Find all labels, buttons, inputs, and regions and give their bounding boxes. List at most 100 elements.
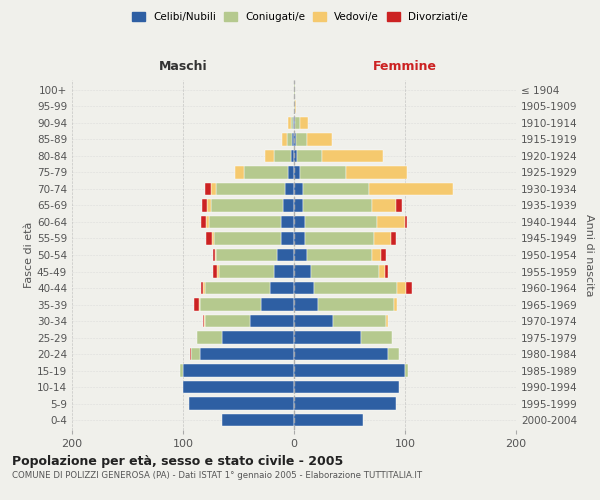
Bar (397, 282, 406, 294)
Bar (265, 150, 274, 162)
Bar (405, 364, 409, 377)
Bar (222, 414, 294, 426)
Bar (292, 133, 294, 145)
Bar (183, 381, 294, 394)
Bar (290, 116, 293, 129)
Bar (372, 249, 380, 261)
Bar (205, 183, 211, 195)
Bar (295, 116, 299, 129)
Bar (370, 183, 453, 195)
Bar (406, 282, 412, 294)
Bar (281, 232, 294, 244)
Bar (294, 398, 396, 410)
Bar (197, 332, 222, 344)
Bar (294, 414, 363, 426)
Bar (217, 249, 277, 261)
Bar (200, 348, 294, 360)
Bar (303, 200, 372, 211)
Bar (281, 216, 294, 228)
Bar (372, 200, 396, 211)
Text: Popolazione per età, sesso e stato civile - 2005: Popolazione per età, sesso e stato civil… (12, 455, 343, 468)
Bar (296, 133, 307, 145)
Bar (206, 216, 209, 228)
Bar (205, 315, 250, 327)
Bar (361, 332, 392, 344)
Bar (282, 133, 287, 145)
Bar (183, 364, 294, 377)
Bar (211, 183, 217, 195)
Y-axis label: Anni di nascita: Anni di nascita (584, 214, 594, 296)
Bar (294, 315, 333, 327)
Bar (346, 166, 407, 178)
Bar (379, 266, 385, 278)
Bar (274, 266, 294, 278)
Bar (314, 282, 397, 294)
Bar (204, 315, 205, 327)
Bar (307, 133, 332, 145)
Bar (208, 200, 211, 211)
Bar (388, 348, 400, 360)
Bar (188, 398, 294, 410)
Bar (201, 282, 203, 294)
Bar (235, 166, 244, 178)
Bar (206, 232, 212, 244)
Bar (396, 200, 401, 211)
Bar (294, 133, 296, 145)
Bar (299, 166, 346, 178)
Bar (391, 232, 396, 244)
Bar (294, 84, 295, 96)
Bar (203, 282, 205, 294)
Bar (217, 183, 285, 195)
Bar (305, 216, 377, 228)
Bar (298, 150, 322, 162)
Bar (294, 332, 361, 344)
Bar (191, 348, 200, 360)
Bar (285, 183, 294, 195)
Bar (294, 249, 307, 261)
Bar (293, 116, 294, 129)
Bar (287, 133, 292, 145)
Bar (294, 116, 295, 129)
Bar (202, 200, 208, 211)
Bar (269, 282, 294, 294)
Bar (260, 298, 294, 310)
Bar (294, 266, 311, 278)
Bar (311, 266, 379, 278)
Bar (385, 266, 388, 278)
Bar (213, 266, 217, 278)
Bar (294, 381, 400, 394)
Bar (213, 249, 215, 261)
Bar (211, 200, 283, 211)
Bar (294, 348, 388, 360)
Text: Maschi: Maschi (158, 60, 208, 72)
Bar (179, 364, 183, 377)
Bar (289, 166, 294, 178)
Bar (294, 232, 305, 244)
Bar (190, 348, 191, 360)
Bar (405, 216, 407, 228)
Bar (209, 216, 281, 228)
Bar (222, 332, 294, 344)
Bar (294, 282, 314, 294)
Text: Femmine: Femmine (373, 60, 437, 72)
Bar (322, 150, 383, 162)
Bar (380, 249, 386, 261)
Bar (294, 364, 405, 377)
Bar (217, 266, 218, 278)
Bar (294, 200, 303, 211)
Bar (386, 315, 388, 327)
Bar (214, 232, 281, 244)
Bar (244, 166, 289, 178)
Bar (290, 150, 294, 162)
Bar (305, 232, 374, 244)
Bar (294, 100, 295, 112)
Bar (283, 200, 294, 211)
Bar (299, 116, 308, 129)
Bar (294, 298, 319, 310)
Bar (377, 216, 405, 228)
Bar (394, 298, 397, 310)
Bar (194, 298, 199, 310)
Bar (277, 249, 294, 261)
Y-axis label: Fasce di età: Fasce di età (24, 222, 34, 288)
Bar (294, 216, 305, 228)
